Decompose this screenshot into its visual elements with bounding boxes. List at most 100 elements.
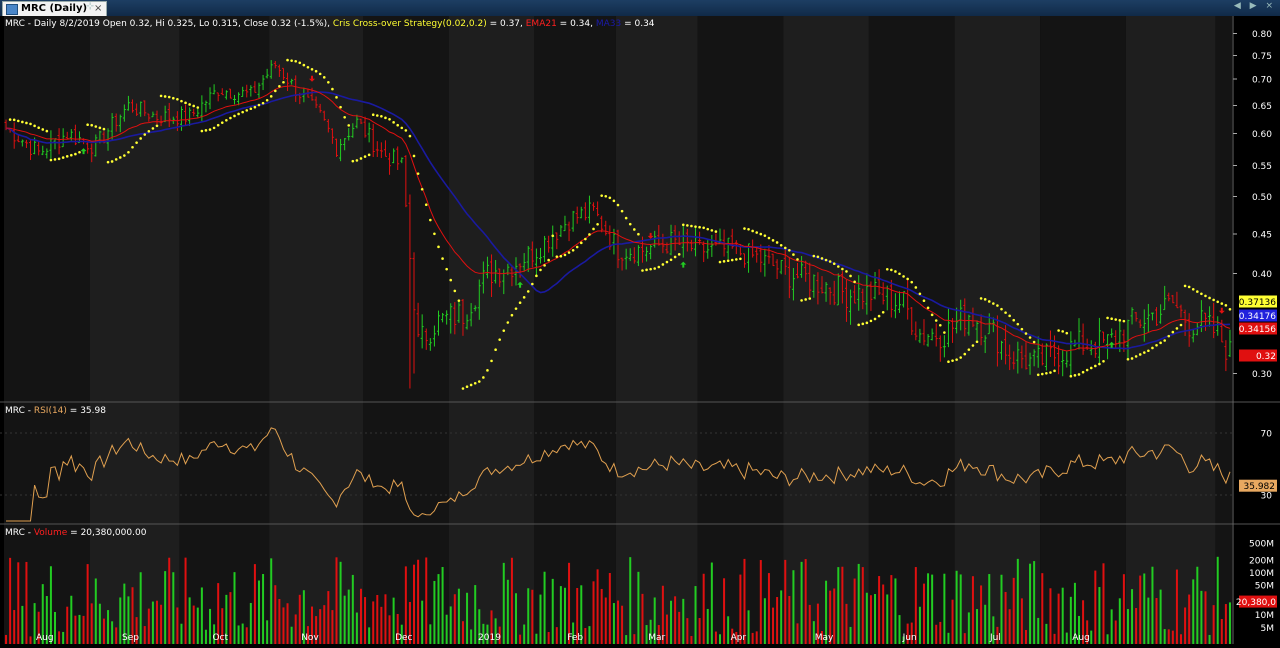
volume-bar bbox=[282, 607, 285, 644]
sar-dot bbox=[804, 298, 807, 301]
price-y-tick-label: 0.55 bbox=[1252, 162, 1272, 172]
sar-dot bbox=[384, 116, 387, 120]
sar-dot bbox=[918, 292, 922, 296]
sar-dot bbox=[828, 260, 832, 263]
volume-bar bbox=[184, 557, 187, 644]
last-value-tag bbox=[1239, 322, 1277, 335]
volume-bar bbox=[90, 603, 93, 644]
volume-bar bbox=[1078, 615, 1081, 644]
chart-area[interactable]: 0.30 0.40 0.45 0.50 0.55 0.60 0.65 0.70 0.75 0.80… bbox=[0, 16, 1280, 644]
sar-dot bbox=[1053, 369, 1056, 373]
buy-arrow-icon bbox=[517, 281, 524, 288]
price-header-part: EMA21 bbox=[526, 19, 557, 29]
sar-dot bbox=[33, 124, 36, 128]
volume-bar bbox=[735, 631, 738, 644]
close-icon[interactable]: × bbox=[94, 3, 103, 14]
volume-bar bbox=[678, 611, 681, 644]
sar-dot bbox=[906, 277, 909, 281]
sar-dot bbox=[98, 126, 102, 130]
sar-dot bbox=[74, 152, 77, 156]
x-tick-label: Aug bbox=[1072, 633, 1090, 643]
volume-bar bbox=[988, 574, 991, 644]
sar-dot bbox=[355, 159, 359, 162]
sar-dot bbox=[1147, 349, 1150, 353]
sar-dot bbox=[661, 263, 665, 266]
volume-bar bbox=[682, 598, 685, 644]
month-band bbox=[179, 16, 270, 644]
sar-dot bbox=[751, 229, 754, 233]
sar-dot bbox=[45, 129, 49, 133]
sar-dot bbox=[441, 257, 444, 260]
sar-dot bbox=[65, 155, 69, 158]
sar-dot bbox=[584, 237, 587, 241]
rsi-last-value-tag bbox=[1239, 479, 1277, 492]
rsi-header-part: = 35.98 bbox=[67, 406, 106, 416]
volume-bar bbox=[808, 604, 811, 644]
volume-bar bbox=[633, 634, 636, 644]
volume-bar bbox=[237, 625, 240, 644]
x-tick-label: Jul bbox=[989, 633, 1001, 643]
volume-bar bbox=[747, 610, 750, 644]
x-tick-label: Apr bbox=[731, 633, 747, 643]
sar-dot bbox=[1028, 336, 1032, 339]
sar-dot bbox=[49, 158, 53, 162]
sar-dot bbox=[812, 254, 816, 258]
volume-bar bbox=[1126, 609, 1129, 644]
volume-bar bbox=[621, 605, 624, 644]
volume-bar bbox=[951, 599, 954, 644]
sar-dot bbox=[1204, 294, 1207, 298]
sar-dot bbox=[449, 278, 453, 282]
x-tick-label: 2019 bbox=[478, 633, 501, 643]
sar-dot bbox=[147, 129, 151, 133]
price-header-part: MRC - Daily 8/2/2019 Open 0.32, Hi 0.325… bbox=[5, 19, 333, 29]
volume-bar bbox=[1118, 598, 1121, 644]
sar-dot bbox=[832, 262, 836, 266]
volume-bar bbox=[1024, 629, 1027, 644]
volume-bar bbox=[372, 601, 375, 644]
volume-bar bbox=[804, 559, 807, 644]
sar-dot bbox=[220, 121, 224, 124]
volume-bar bbox=[1163, 629, 1166, 644]
sell-arrow-icon bbox=[309, 75, 316, 82]
sar-dot bbox=[216, 123, 220, 127]
sar-dot bbox=[1155, 344, 1158, 347]
price-y-tick-label: 0.60 bbox=[1252, 130, 1272, 140]
sar-dot bbox=[420, 187, 424, 191]
sar-dot bbox=[1191, 287, 1195, 291]
volume-bar bbox=[984, 604, 987, 644]
volume-bar bbox=[217, 583, 220, 644]
volume-bar bbox=[910, 622, 913, 644]
ema21-line bbox=[5, 85, 1231, 352]
sar-dot bbox=[1138, 353, 1142, 356]
sar-dot bbox=[302, 63, 306, 67]
sar-dot bbox=[1045, 371, 1048, 375]
volume-bar bbox=[865, 592, 868, 644]
sar-dot bbox=[29, 122, 32, 126]
volume-bar bbox=[967, 612, 970, 644]
volume-bar bbox=[653, 597, 656, 644]
pane-nav-icons[interactable]: ◀ ▶ × bbox=[1233, 1, 1276, 11]
volume-bar bbox=[388, 615, 391, 644]
volume-bar bbox=[931, 574, 934, 644]
sar-dot bbox=[947, 360, 950, 364]
volume-bar bbox=[319, 609, 322, 644]
sar-dot bbox=[624, 216, 628, 220]
sar-dot bbox=[877, 314, 881, 318]
volume-bar bbox=[637, 571, 640, 644]
volume-bar bbox=[963, 633, 966, 644]
new-tab-icon[interactable]: ⊹ bbox=[86, 1, 95, 12]
sar-dot bbox=[747, 228, 750, 231]
volume-bar bbox=[302, 590, 305, 644]
volume-bar bbox=[857, 563, 860, 644]
volume-bar bbox=[233, 572, 236, 644]
chart-svg[interactable]: 0.30 0.40 0.45 0.50 0.55 0.60 0.65 0.70 0.75 0.80… bbox=[0, 16, 1280, 644]
sar-dot bbox=[792, 253, 795, 256]
x-tick-label: Jun bbox=[902, 633, 917, 643]
sar-dot bbox=[351, 159, 355, 163]
sar-dot bbox=[885, 267, 889, 271]
volume-bar bbox=[53, 611, 56, 644]
volume-bar bbox=[355, 612, 358, 644]
volume-bar bbox=[1106, 634, 1109, 644]
volume-bar bbox=[421, 600, 424, 644]
sar-dot bbox=[416, 172, 420, 175]
